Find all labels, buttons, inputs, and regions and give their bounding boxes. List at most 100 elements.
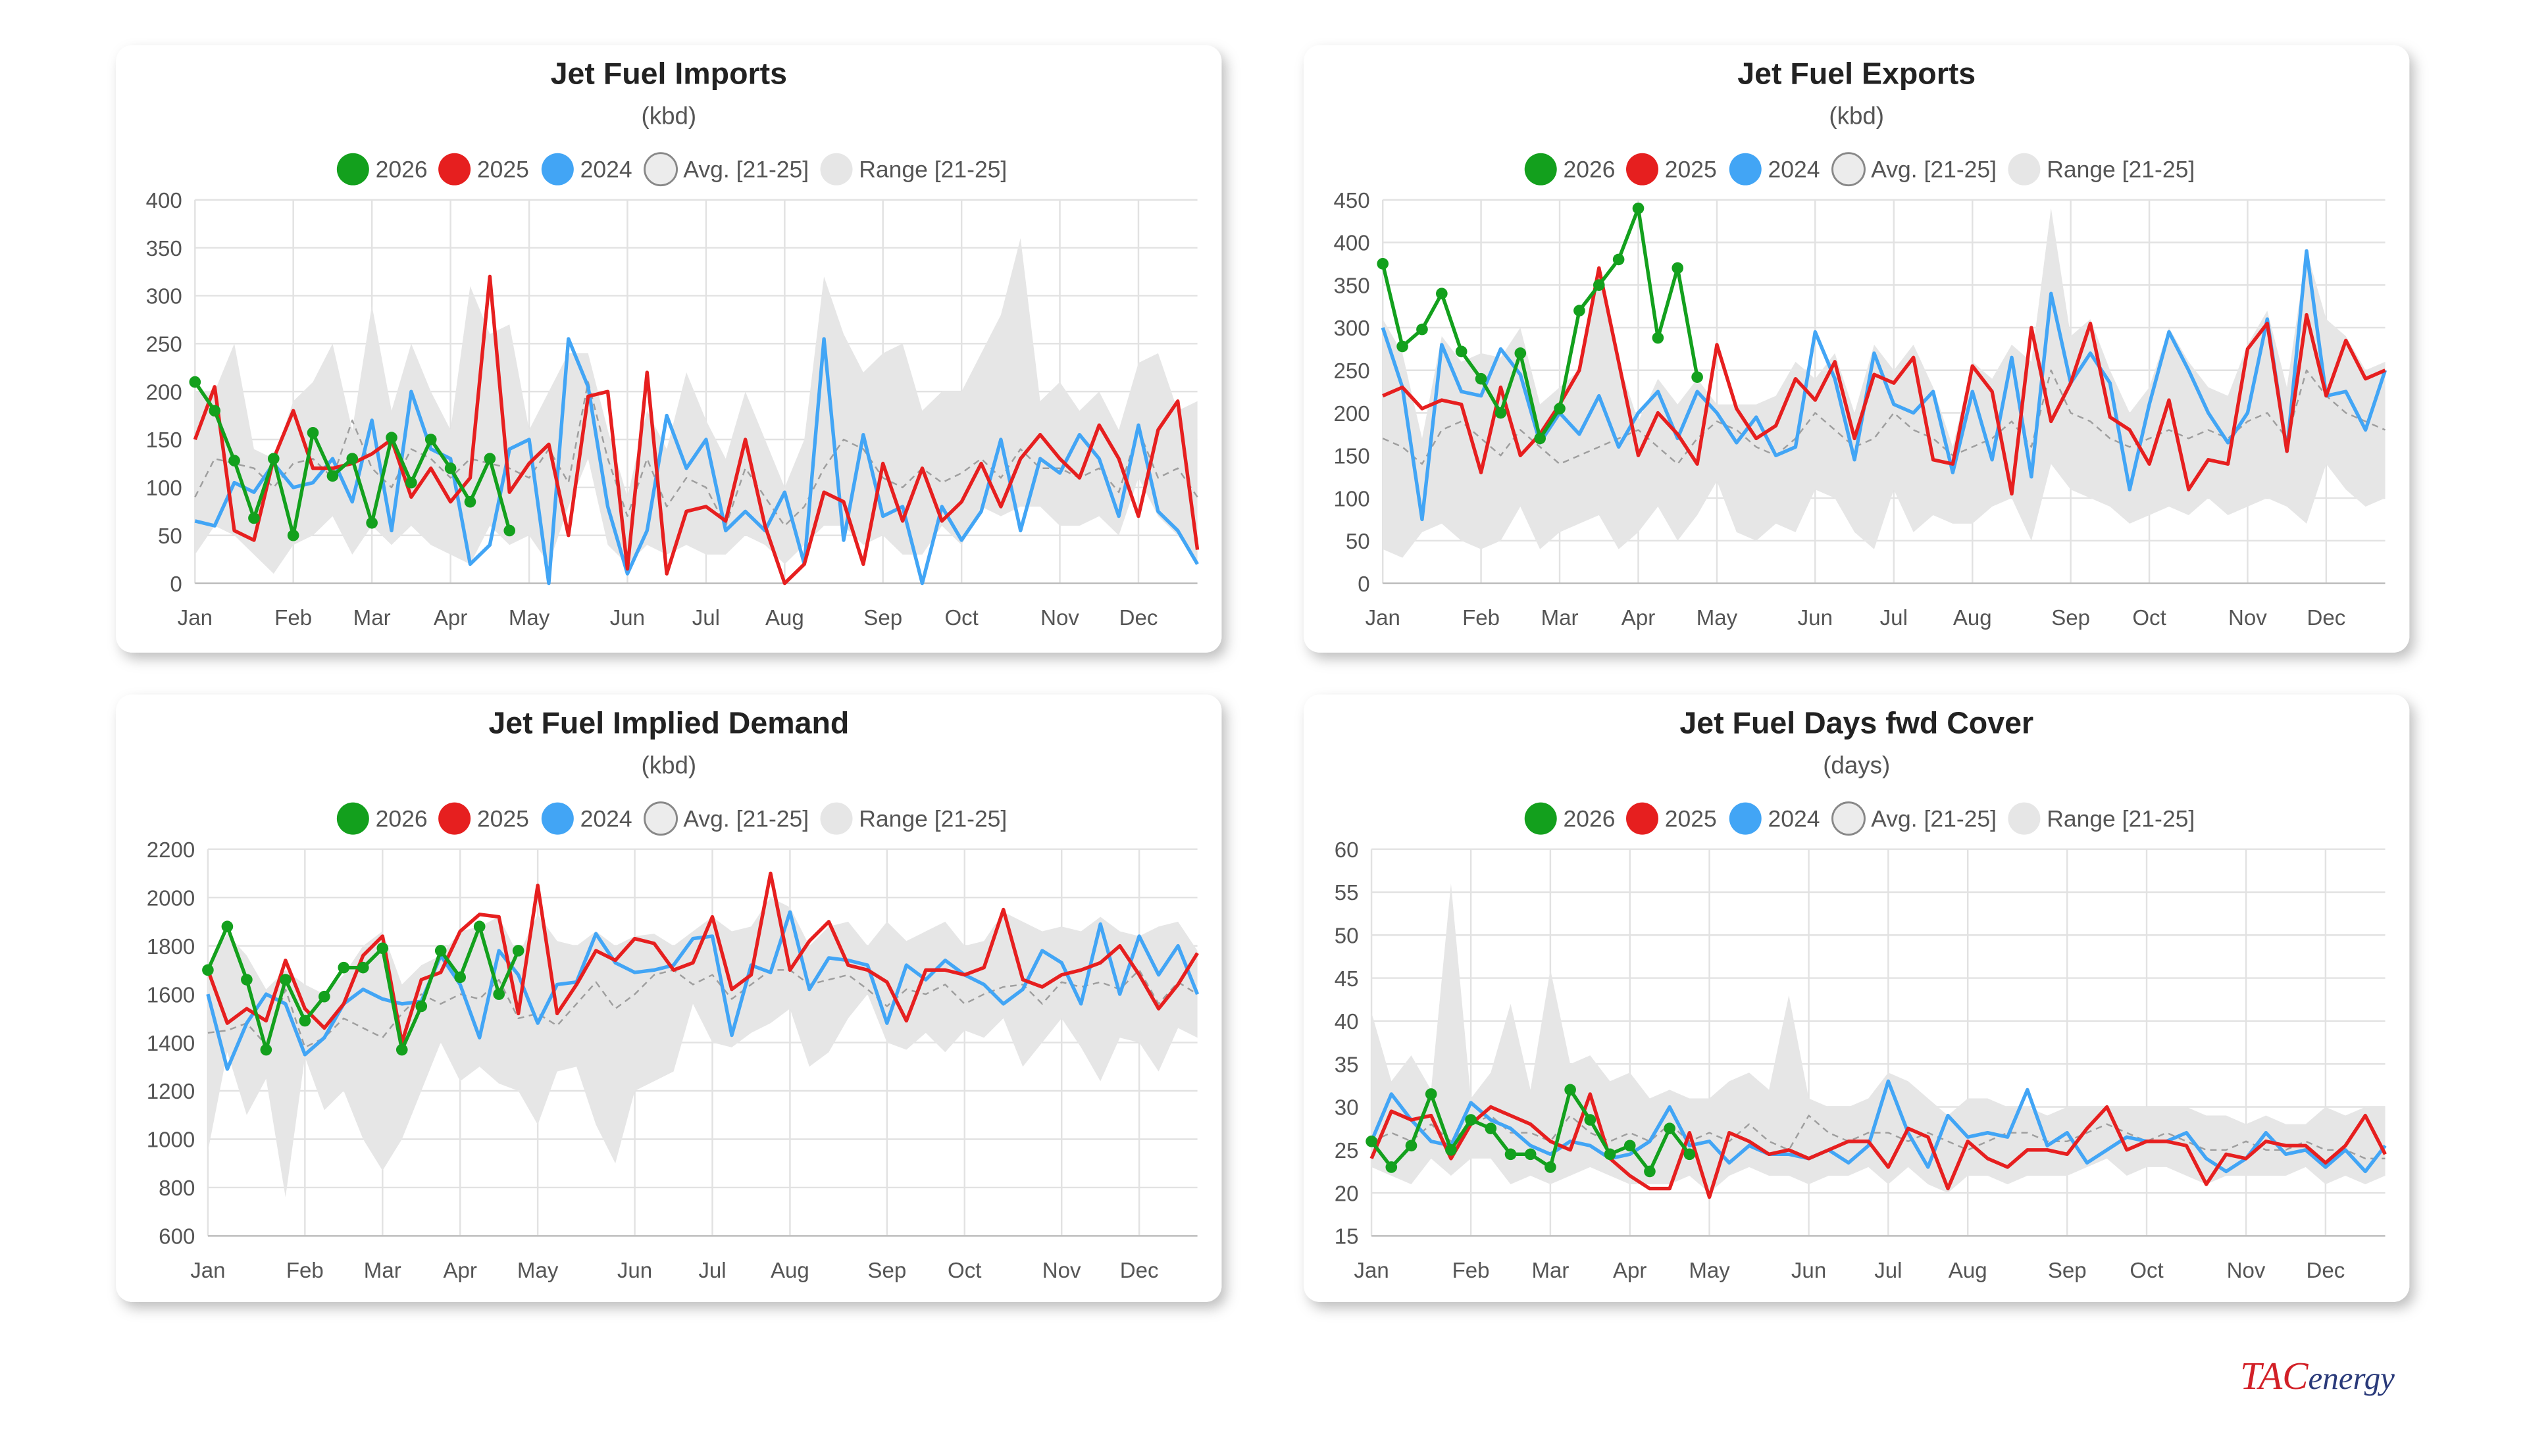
point	[346, 453, 359, 464]
y-tick-label: 200	[146, 380, 182, 405]
legend-swatch	[1626, 802, 1658, 835]
chart-title: Jet Fuel Imports	[551, 56, 787, 90]
x-tick-label: Aug	[1953, 606, 1992, 630]
legend-label: 2025	[477, 805, 529, 832]
x-tick-label: Feb	[286, 1259, 324, 1283]
x-tick-label: Oct	[948, 1259, 981, 1283]
point	[434, 945, 447, 957]
y-tick-label: 100	[146, 476, 182, 501]
y-tick-label: 30	[1335, 1096, 1359, 1120]
x-tick-label: Dec	[1120, 1259, 1159, 1283]
x-tick-label: Mar	[1531, 1259, 1569, 1283]
point	[1436, 288, 1448, 300]
chart-subtitle: (kbd)	[641, 103, 696, 130]
y-tick-label: 400	[146, 189, 182, 213]
x-tick-label: Dec	[2307, 606, 2345, 630]
y-tick-label: 50	[1346, 530, 1370, 554]
legend-swatch	[438, 153, 471, 186]
card-background	[1304, 45, 2410, 653]
legend-label: Range [21-25]	[859, 805, 1007, 832]
point	[1494, 407, 1507, 419]
point	[366, 516, 378, 529]
legend-label: 2026	[376, 156, 428, 182]
legend-swatch	[438, 802, 471, 835]
series-line	[194, 337, 1199, 586]
legend-label: 2024	[1768, 156, 1820, 182]
point	[1524, 1148, 1537, 1161]
point	[386, 432, 397, 443]
chart-subtitle: (kbd)	[641, 752, 696, 779]
point	[444, 462, 457, 474]
point	[202, 964, 214, 976]
legend-label: 2024	[1768, 805, 1820, 832]
brand-logo: TACenergy	[2240, 1355, 2395, 1397]
x-tick-label: Apr	[434, 606, 467, 630]
legend-swatch	[644, 801, 678, 836]
point	[405, 476, 417, 489]
legend-label: Avg. [21-25]	[1871, 156, 1997, 182]
y-tick-label: 250	[1333, 359, 1369, 384]
y-tick-label: 50	[158, 524, 182, 549]
legend-swatch	[541, 153, 574, 186]
x-tick-label: Mar	[364, 1259, 401, 1283]
x-tick-label: May	[509, 606, 550, 630]
legend-swatch	[1831, 801, 1866, 836]
point	[1544, 1161, 1556, 1173]
legend-swatch	[336, 802, 369, 835]
point	[1652, 332, 1664, 344]
legend-label: 2025	[477, 156, 529, 182]
point	[493, 988, 505, 1000]
point	[1672, 262, 1684, 274]
y-tick-label: 25	[1335, 1139, 1359, 1163]
x-tick-label: Oct	[944, 606, 978, 630]
point	[1691, 371, 1703, 383]
legend-label: Range [21-25]	[859, 156, 1007, 182]
y-tick-label: 60	[1335, 838, 1359, 863]
x-tick-label: Jun	[1798, 606, 1833, 630]
brand-part: energy	[2309, 1360, 2395, 1396]
y-tick-label: 350	[1333, 274, 1369, 298]
point	[454, 971, 467, 984]
point	[357, 961, 369, 974]
legend-label: 2026	[1564, 156, 1616, 182]
chart-subtitle: (days)	[1823, 752, 1890, 779]
x-tick-label: Apr	[1613, 1259, 1646, 1283]
x-tick-label: Jun	[610, 606, 645, 630]
legend-swatch	[1729, 802, 1762, 835]
series-line	[1369, 1092, 2387, 1199]
x-tick-label: Feb	[274, 606, 312, 630]
x-tick-label: Aug	[1949, 1259, 1987, 1283]
x-tick-label: Sep	[863, 606, 902, 630]
x-tick-label: May	[1697, 606, 1738, 630]
y-tick-label: 20	[1335, 1182, 1359, 1206]
range-band	[195, 238, 1198, 574]
point	[1593, 279, 1605, 291]
x-tick-label: Nov	[1042, 1259, 1081, 1283]
series-line	[1382, 369, 2386, 465]
point	[1385, 1161, 1398, 1173]
legend-label: Range [21-25]	[2047, 156, 2195, 182]
x-tick-label: Jul	[1874, 1259, 1902, 1283]
legend-swatch	[1626, 153, 1658, 186]
y-tick-label: 1000	[147, 1128, 195, 1153]
point	[189, 376, 201, 388]
point	[396, 1043, 408, 1056]
legend-swatch	[1524, 153, 1557, 186]
point	[415, 1000, 428, 1013]
point	[1664, 1122, 1675, 1134]
x-tick-label: Jun	[617, 1259, 652, 1283]
series-line	[1369, 1079, 2387, 1174]
point	[473, 920, 486, 933]
legend-label: 2025	[1665, 805, 1717, 832]
x-tick-label: Sep	[2048, 1259, 2087, 1283]
point	[260, 1043, 272, 1056]
x-tick-label: Dec	[2306, 1259, 2345, 1283]
point	[1455, 345, 1468, 358]
y-tick-label: 0	[170, 572, 182, 597]
y-tick-label: 55	[1335, 881, 1359, 905]
chart-title: Jet Fuel Exports	[1737, 56, 1976, 90]
x-tick-label: Sep	[2051, 606, 2090, 630]
x-tick-label: Apr	[443, 1259, 476, 1283]
y-tick-label: 600	[159, 1225, 195, 1249]
